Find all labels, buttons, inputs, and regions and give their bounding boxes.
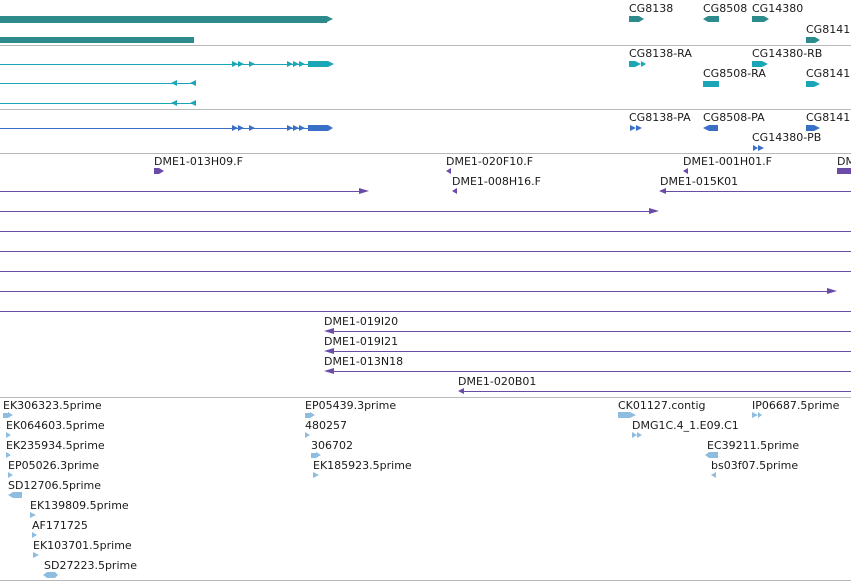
- est-label[interactable]: DMG1C.4_1.E09.C1: [632, 419, 739, 432]
- clone-label[interactable]: DME1-013N18: [324, 355, 404, 368]
- est-label[interactable]: EK064603.5prime: [6, 419, 105, 432]
- transcript-intron-line: [0, 64, 320, 65]
- est-label[interactable]: EC39211.5prime: [707, 439, 800, 452]
- strand-arrow-icon: [327, 16, 333, 22]
- track-separator: [0, 109, 851, 110]
- track-separator: [0, 45, 851, 46]
- est-label[interactable]: 480257: [305, 419, 347, 432]
- est-label[interactable]: AF171725: [32, 519, 88, 532]
- clone-label[interactable]: DME1-020F10.F: [446, 155, 534, 168]
- strand-arrow-icon: [815, 37, 820, 43]
- transcript-label[interactable]: CG8141: [806, 67, 851, 80]
- gene-feature[interactable]: [752, 16, 764, 22]
- est-label[interactable]: EK139809.5prime: [30, 499, 129, 512]
- protein-label[interactable]: CG14380-PB: [752, 131, 822, 144]
- strand-arrow-icon: [703, 16, 708, 22]
- clone-label[interactable]: DME1-008H16.F: [452, 175, 541, 188]
- gene-feature[interactable]: [806, 37, 815, 43]
- est-label[interactable]: bs03f07.5prime: [711, 459, 799, 472]
- gene-label[interactable]: CG8508: [703, 2, 748, 15]
- transcript-intron-line: [0, 103, 196, 104]
- est-label[interactable]: SD12706.5prime: [8, 479, 101, 492]
- clone-label[interactable]: DME1-019I21: [324, 335, 399, 348]
- track-separator: [0, 397, 851, 398]
- protein-label[interactable]: CG8138-PA: [629, 111, 691, 124]
- gene-label[interactable]: CG14380: [752, 2, 804, 15]
- est-label[interactable]: 306702: [311, 439, 353, 452]
- est-label[interactable]: EK103701.5prime: [33, 539, 132, 552]
- protein-label[interactable]: CG8508-PA: [703, 111, 765, 124]
- gene-label[interactable]: CG8138: [629, 2, 674, 15]
- est-label[interactable]: SD27223.5prime: [44, 559, 137, 572]
- gene-feature[interactable]: [629, 16, 639, 22]
- strand-arrow-icon: [639, 16, 644, 22]
- est-label[interactable]: CK01127.contig: [618, 399, 706, 412]
- clone-label[interactable]: DME1-001H01.F: [683, 155, 772, 168]
- protein-intron-line: [0, 128, 320, 129]
- est-label[interactable]: EK306323.5prime: [3, 399, 102, 412]
- strand-arrow-icon: [764, 16, 769, 22]
- track-separator: [0, 153, 851, 154]
- transcript-label[interactable]: CG14380-RB: [752, 47, 823, 60]
- gene-label[interactable]: CG8141: [806, 23, 851, 36]
- gene-feature[interactable]: [0, 37, 194, 43]
- clone-label[interactable]: DME1-020B01: [458, 375, 537, 388]
- gene-feature[interactable]: [0, 16, 327, 23]
- clone-label[interactable]: DME1-015K01: [660, 175, 739, 188]
- protein-label[interactable]: CG8141: [806, 111, 851, 124]
- clone-label[interactable]: DME1-013H09.F: [154, 155, 243, 168]
- clone-label[interactable]: DM: [837, 155, 851, 168]
- transcript-intron-line: [0, 83, 196, 84]
- transcript-label[interactable]: CG8138-RA: [629, 47, 692, 60]
- transcript-label[interactable]: CG8508-RA: [703, 67, 766, 80]
- est-label[interactable]: IP06687.5prime: [752, 399, 840, 412]
- clone-label[interactable]: DME1-019I20: [324, 315, 399, 328]
- est-label[interactable]: EK185923.5prime: [313, 459, 412, 472]
- gene-feature[interactable]: [708, 16, 719, 22]
- est-label[interactable]: EP05439.3prime: [305, 399, 397, 412]
- est-label[interactable]: EP05026.3prime: [8, 459, 100, 472]
- est-label[interactable]: EK235934.5prime: [6, 439, 105, 452]
